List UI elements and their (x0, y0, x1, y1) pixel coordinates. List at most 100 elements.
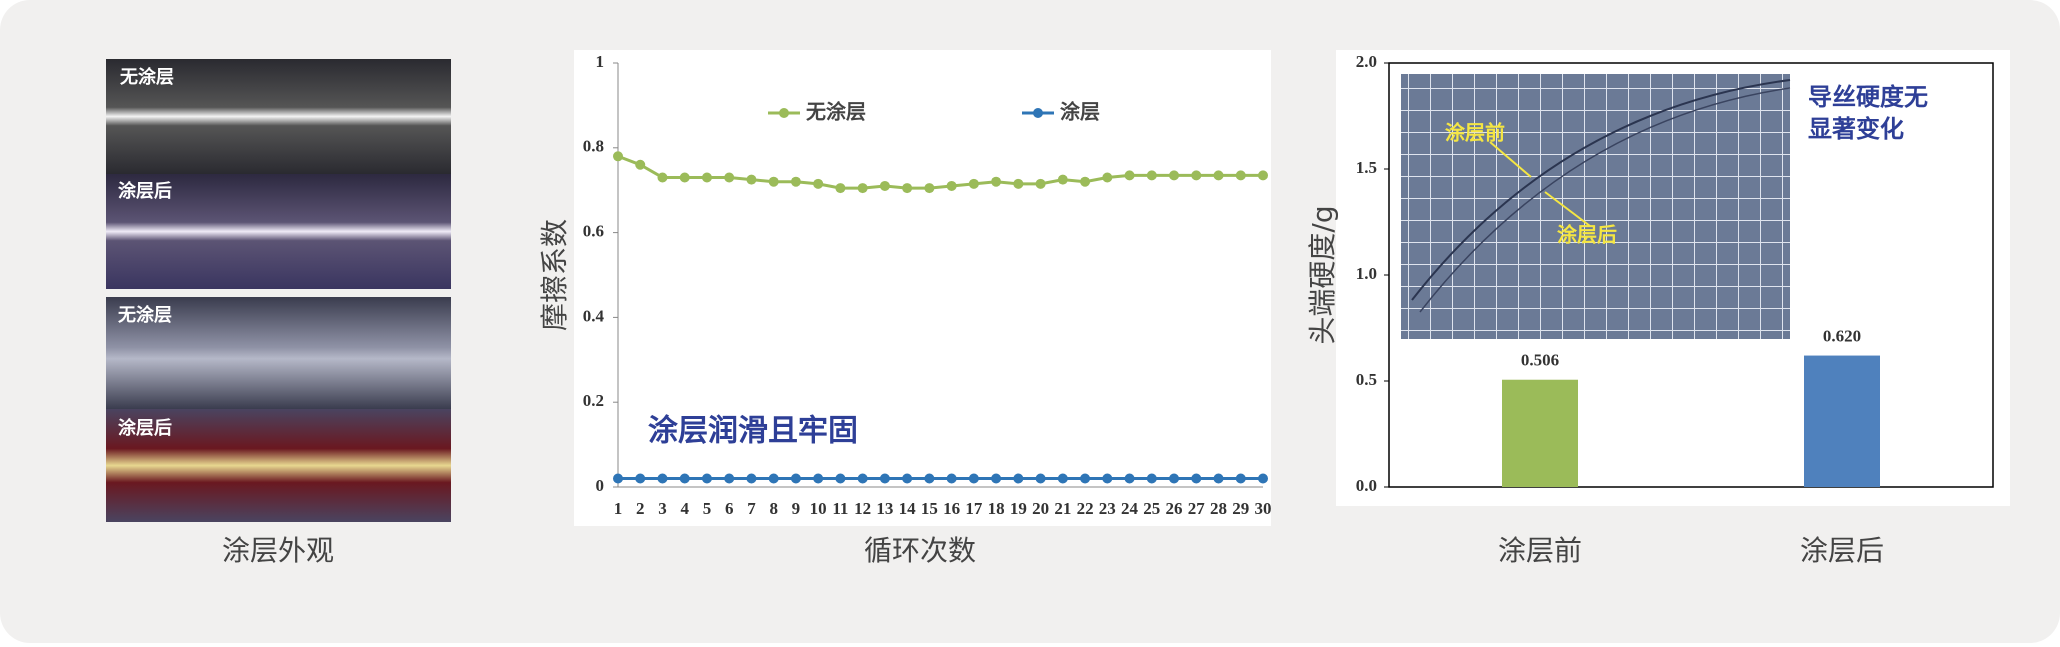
point (1013, 178, 1024, 189)
point (924, 473, 935, 484)
point (1169, 473, 1180, 484)
point (857, 473, 868, 484)
bar (1804, 355, 1880, 487)
point (724, 172, 735, 183)
point (1235, 170, 1246, 181)
legend-swatch (779, 108, 789, 118)
point (813, 178, 824, 189)
point (879, 473, 890, 484)
point (613, 473, 623, 484)
x-tick-label: 6 (725, 499, 734, 518)
value-label: 0.620 (1823, 326, 1861, 345)
point (1035, 178, 1046, 189)
point (635, 159, 646, 170)
point (746, 473, 757, 484)
legend-swatch (1033, 108, 1043, 118)
x-tick-label: 28 (1210, 499, 1227, 518)
x-tick-label: 25 (1143, 499, 1160, 518)
x-tick-label: 7 (747, 499, 756, 518)
y-axis-label: 摩擦系数 (538, 219, 571, 331)
caption: 涂层外观 (222, 534, 334, 567)
point (768, 176, 779, 187)
photo-label: 无涂层 (118, 304, 172, 326)
point (902, 183, 913, 194)
photo-label: 涂层后 (118, 417, 172, 439)
point (1146, 473, 1157, 484)
x-tick-label: 23 (1099, 499, 1116, 518)
x-tick-label: 11 (832, 499, 848, 518)
inset-wire (1411, 79, 1791, 301)
point (1102, 172, 1113, 183)
point (857, 183, 868, 194)
point (724, 473, 735, 484)
y-tick-label: 0.0 (1356, 476, 1377, 495)
point (1258, 170, 1268, 181)
x-tick-label: 30 (1255, 499, 1272, 518)
x-tick-label: 4 (680, 499, 689, 518)
point (946, 180, 957, 191)
x-tick-label: 16 (943, 499, 960, 518)
x-tick-label: 8 (769, 499, 778, 518)
x-tick-label: 22 (1077, 499, 1094, 518)
point (635, 473, 646, 484)
point (790, 176, 801, 187)
photo (106, 297, 451, 409)
point (991, 176, 1002, 187)
inset-photo (1401, 74, 1790, 339)
annotation: 涂层润滑且牢固 (648, 414, 858, 449)
point (968, 473, 979, 484)
point (813, 473, 824, 484)
x-tick-label: 24 (1121, 499, 1139, 518)
point (657, 172, 668, 183)
y-tick-label: 0.6 (583, 222, 604, 241)
x-tick-label: 2 (636, 499, 645, 518)
inset-arrow (1544, 191, 1591, 227)
point (835, 183, 846, 194)
point (1035, 473, 1046, 484)
y-axis-label: 头端硬度/g (1306, 205, 1339, 344)
point (1057, 473, 1068, 484)
point (902, 473, 913, 484)
point (1124, 170, 1135, 181)
bar (1502, 379, 1578, 487)
y-tick-label: 1.5 (1356, 158, 1377, 177)
point (1169, 170, 1180, 181)
point (835, 473, 846, 484)
point (679, 172, 690, 183)
x-tick-label: 17 (965, 499, 983, 518)
chart-panel (574, 50, 1271, 526)
x-tick-label: 涂层后 (1800, 534, 1884, 567)
x-tick-label: 5 (703, 499, 712, 518)
x-tick-label: 涂层前 (1498, 534, 1582, 567)
point (1080, 473, 1091, 484)
point (1235, 473, 1246, 484)
x-tick-label: 9 (792, 499, 801, 518)
inset-arrow (1489, 141, 1532, 178)
point (657, 473, 668, 484)
x-tick-label: 27 (1188, 499, 1206, 518)
inset-wire (1419, 87, 1791, 313)
point (768, 473, 779, 484)
point (1191, 473, 1202, 484)
point (790, 473, 801, 484)
y-tick-label: 0.4 (583, 306, 605, 325)
point (1191, 170, 1202, 181)
point (1213, 170, 1224, 181)
photo (106, 409, 451, 522)
value-label: 0.506 (1521, 351, 1559, 370)
point (991, 473, 1002, 484)
inset-label: 涂层前 (1445, 121, 1505, 145)
point (613, 151, 623, 162)
photo (106, 174, 451, 289)
y-tick-label: 0.5 (1356, 370, 1377, 389)
x-tick-label: 1 (614, 499, 623, 518)
point (1080, 176, 1091, 187)
x-tick-label: 19 (1010, 499, 1027, 518)
point (701, 473, 712, 484)
point (946, 473, 957, 484)
x-tick-label: 13 (876, 499, 893, 518)
photo-label: 涂层后 (118, 180, 172, 202)
point (968, 178, 979, 189)
annotation: 显著变化 (1808, 115, 1904, 143)
